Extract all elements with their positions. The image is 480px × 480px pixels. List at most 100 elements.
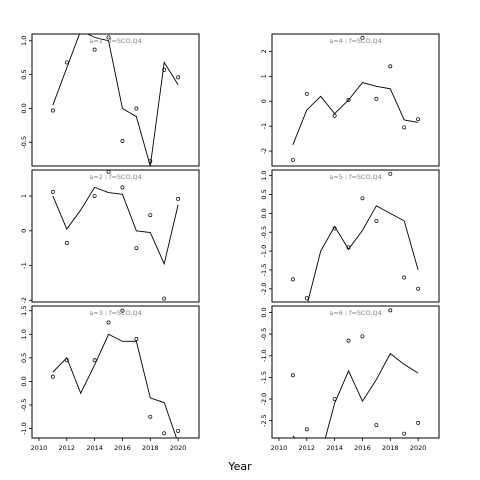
data-point [92, 47, 97, 52]
panel-frame [31, 305, 200, 439]
y-tick-label: 0.5 [20, 353, 28, 363]
data-point [374, 218, 379, 223]
data-point [304, 296, 309, 301]
data-point [106, 170, 111, 174]
y-tick-label: 0.0 [20, 376, 28, 386]
y-tick-label: -1.0 [260, 245, 268, 258]
panel-frame [31, 169, 200, 303]
data-point [134, 337, 139, 341]
data-point [120, 139, 125, 143]
data-point [162, 296, 167, 301]
y-tick-label: -2.5 [260, 414, 268, 427]
data-point [304, 427, 309, 432]
data-point [176, 196, 181, 201]
plot-area [290, 308, 421, 438]
y-tick-label: 1.0 [20, 329, 28, 339]
data-point [374, 96, 379, 101]
data-point [176, 75, 181, 80]
panel-title: a=6 : f=SCO.Q4 [329, 309, 381, 317]
data-point [106, 320, 111, 325]
y-tick-label: -2.0 [260, 282, 268, 295]
y-tick-label: 0.5 [20, 69, 28, 79]
panel-title: a=1 : f=SCO.Q4 [89, 37, 141, 45]
x-tick-label: 2012 [59, 444, 76, 452]
panel-4: -2.0 -1.5 -1.0 -0.5 0.0 0.5 1.0 a=5 : f=SCO.Q4 [260, 169, 440, 303]
data-point [148, 159, 153, 164]
y-tick-label: 0 [20, 229, 28, 233]
panel-1: -0.5 0.0 0.5 1.0 a=1 : f=SCO.Q4 [20, 20, 200, 167]
y-tick-label: -2.0 [260, 393, 268, 406]
y-tick-label: 0.0 [20, 103, 28, 113]
panel-title: a=2 : f=SCO.Q4 [89, 173, 141, 181]
y-tick-label: -0.5 [20, 136, 28, 149]
series-line [292, 82, 419, 145]
data-point [346, 98, 351, 102]
panel-3: -2 -1 0 1 a=2 : f=SCO.Q4 [20, 169, 200, 304]
y-tick-label: -2 [260, 148, 268, 154]
x-tick-label: 2010 [31, 444, 48, 452]
data-point [290, 157, 295, 162]
data-point [290, 277, 295, 282]
y-tick-label: -1.0 [20, 422, 28, 435]
panel-frame [271, 169, 440, 303]
y-tick-label: 0.0 [260, 307, 268, 317]
data-point [92, 194, 97, 199]
y-tick-label: -1 [20, 262, 28, 268]
y-tick-label: -2 [20, 297, 28, 303]
data-point [360, 334, 365, 339]
plot-area [50, 170, 181, 301]
data-point [64, 358, 69, 363]
series-line [52, 186, 179, 266]
y-tick-label: 2 [260, 49, 268, 53]
x-tick-label: 2014 [86, 444, 103, 452]
data-point [388, 308, 393, 313]
data-point [162, 67, 167, 72]
data-point [374, 423, 379, 427]
panel-2: -2 -1 0 1 2 a=4 : f=SCO.Q4 [260, 33, 440, 167]
x-tick-label: 2020 [410, 444, 427, 452]
data-point [176, 428, 181, 433]
y-tick-label: -0.5 [20, 399, 28, 412]
data-point [290, 373, 295, 378]
panel-title: a=4 : f=SCO.Q4 [329, 37, 381, 45]
y-tick-label: 1.5 [20, 306, 28, 316]
y-tick-label: 1 [20, 194, 28, 198]
data-point [332, 397, 337, 401]
data-point [416, 117, 421, 122]
data-point [134, 106, 139, 111]
data-point [388, 64, 393, 69]
data-point [134, 246, 139, 251]
plot-area [290, 35, 421, 162]
panel-title: a=3 : f=SCO.Q4 [89, 309, 141, 317]
panel-6: -2.5 -2.0 -1.5 -1.0 -0.5 0.0 2010 2012 2014 2016 2… [260, 305, 440, 452]
data-point [50, 189, 55, 194]
plot-area [50, 20, 181, 166]
y-tick-label: 0.0 [260, 208, 268, 218]
data-point [332, 226, 337, 231]
series-line [52, 333, 177, 438]
panel-frame [31, 33, 200, 167]
data-point [304, 91, 309, 96]
panel-frame [271, 305, 440, 439]
data-point [346, 245, 351, 250]
x-tick-label: 2020 [170, 444, 187, 452]
x-tick-label: 2012 [299, 444, 316, 452]
plot-area [50, 308, 181, 438]
data-point [332, 113, 337, 118]
data-point [360, 196, 365, 201]
y-tick-label: 0.5 [260, 189, 268, 199]
y-tick-label: 1 [260, 74, 268, 78]
x-axis-label: Year [228, 460, 252, 473]
data-point [346, 338, 351, 343]
x-tick-label: 2014 [326, 444, 343, 452]
panel-5: -1.0 -0.5 0.0 0.5 1.0 1.5 2010 2012 2014 2016 2018… [20, 305, 200, 452]
data-point [120, 308, 125, 313]
series-line [292, 352, 419, 438]
x-tick-label: 2016 [114, 444, 131, 452]
y-tick-label: 1.0 [260, 170, 268, 180]
series-line [52, 34, 179, 166]
data-point [388, 171, 393, 176]
data-point [120, 185, 125, 190]
data-point [79, 20, 82, 23]
